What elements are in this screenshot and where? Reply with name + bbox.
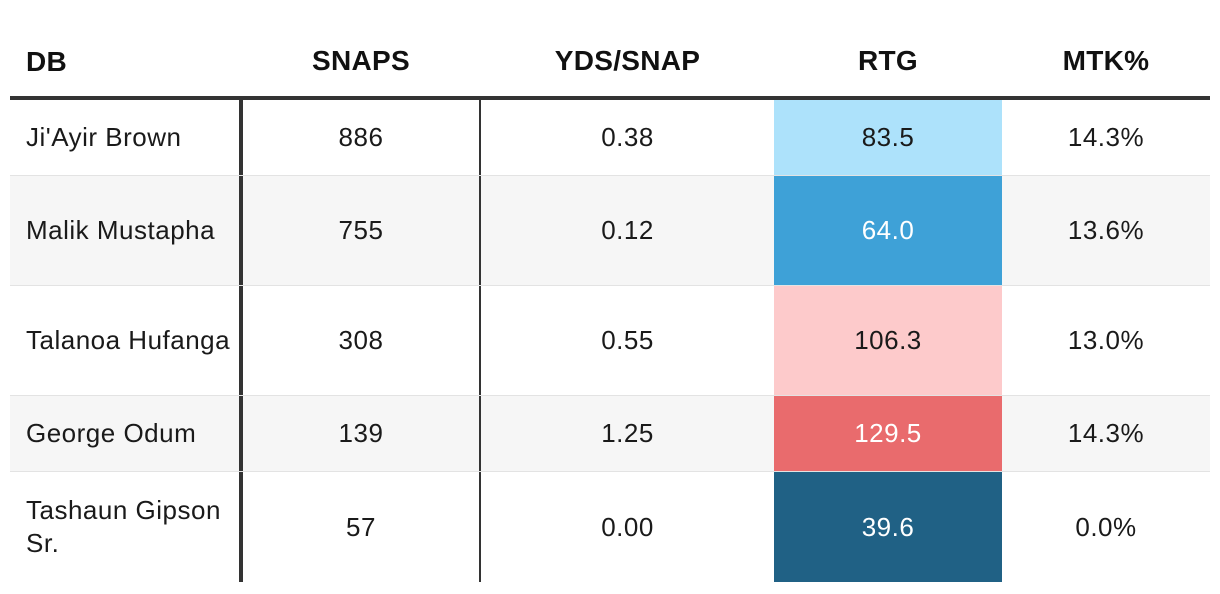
snaps-cell: 755 bbox=[243, 176, 481, 285]
table-row: Tashaun Gipson Sr. 57 0.00 39.6 0.0% bbox=[10, 472, 1210, 582]
player-name-cell: Ji'Ayir Brown bbox=[10, 100, 243, 175]
player-name-cell: George Odum bbox=[10, 396, 243, 471]
mtk-pct-cell: 13.6% bbox=[1067, 215, 1145, 245]
yds-per-snap-cell: 0.38 bbox=[601, 122, 654, 152]
yds-per-snap-cell: 1.25 bbox=[601, 418, 654, 448]
column-header-mtk-pct[interactable]: MTK% bbox=[1062, 45, 1150, 76]
player-name-cell: Malik Mustapha bbox=[10, 176, 243, 285]
snaps-cell: 57 bbox=[243, 472, 481, 582]
mtk-pct-cell: 14.3% bbox=[1067, 122, 1145, 152]
yds-per-snap-cell: 0.12 bbox=[601, 215, 654, 245]
column-header-db[interactable]: DB bbox=[26, 45, 68, 77]
yds-per-snap-cell: 0.00 bbox=[601, 511, 654, 542]
mtk-pct-cell: 13.0% bbox=[1067, 325, 1145, 355]
rtg-cell: 64.0 bbox=[774, 176, 1002, 285]
rtg-cell: 83.5 bbox=[774, 100, 1002, 175]
rtg-cell: 106.3 bbox=[774, 286, 1002, 395]
snaps-cell: 308 bbox=[243, 286, 481, 395]
stats-table: DB SNAPS YDS/SNAP RTG MTK% Ji'Ayir Brown… bbox=[10, 26, 1210, 582]
snaps-cell: 139 bbox=[243, 396, 481, 471]
table-row: Malik Mustapha 755 0.12 64.0 13.6% bbox=[10, 176, 1210, 286]
snaps-cell: 886 bbox=[243, 100, 481, 175]
yds-per-snap-cell: 0.55 bbox=[601, 325, 654, 355]
mtk-pct-cell: 14.3% bbox=[1067, 418, 1145, 448]
rtg-cell: 39.6 bbox=[774, 472, 1002, 582]
column-header-rtg[interactable]: RTG bbox=[857, 45, 918, 76]
column-header-yds-per-snap[interactable]: YDS/SNAP bbox=[554, 45, 701, 76]
column-header-snaps[interactable]: SNAPS bbox=[312, 45, 410, 76]
table-header: DB SNAPS YDS/SNAP RTG MTK% bbox=[10, 26, 1210, 100]
player-name-cell: Tashaun Gipson Sr. bbox=[10, 472, 243, 582]
mtk-pct-cell: 0.0% bbox=[1075, 511, 1137, 542]
table-row: George Odum 139 1.25 129.5 14.3% bbox=[10, 396, 1210, 472]
player-name-cell: Talanoa Hufanga bbox=[10, 286, 243, 395]
rtg-cell: 129.5 bbox=[774, 396, 1002, 471]
table-row: Ji'Ayir Brown 886 0.38 83.5 14.3% bbox=[10, 100, 1210, 176]
table-row: Talanoa Hufanga 308 0.55 106.3 13.0% bbox=[10, 286, 1210, 396]
